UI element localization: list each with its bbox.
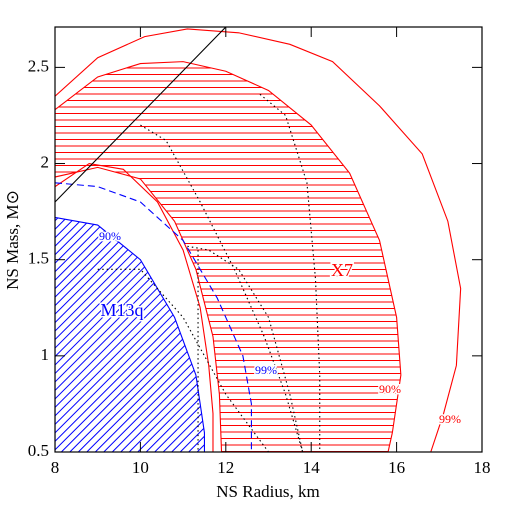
annotation: 99% <box>255 363 277 377</box>
curve <box>55 27 227 203</box>
plot-frame <box>54 26 483 453</box>
curve <box>97 268 269 452</box>
annotation: M13q <box>100 300 143 320</box>
x-tick-label: 8 <box>51 458 60 477</box>
y-tick-label: 1 <box>41 345 50 364</box>
x-tick-label: 10 <box>132 458 149 477</box>
contour-region <box>55 61 402 452</box>
curve <box>55 162 214 452</box>
curve <box>187 245 304 452</box>
curve <box>55 182 252 452</box>
annotation: X7 <box>331 260 353 280</box>
y-tick-label: 2 <box>41 152 50 171</box>
curve <box>55 28 462 452</box>
y-tick-label: 0.5 <box>28 441 49 460</box>
annotation: 99% <box>439 412 461 426</box>
x-tick-label: 12 <box>217 458 234 477</box>
curve <box>140 124 304 452</box>
plot-area <box>55 27 462 452</box>
x-tick-label: 14 <box>303 458 321 477</box>
contour-region <box>55 216 205 452</box>
annotation: 90% <box>99 229 121 243</box>
x-tick-label: 18 <box>474 458 491 477</box>
y-axis-label: NS Mass, M⊙ <box>3 190 22 290</box>
x-axis-label: NS Radius, km <box>216 482 319 501</box>
curve <box>259 93 321 452</box>
y-tick-label: 1.5 <box>28 249 49 268</box>
annotation: 90% <box>379 382 401 396</box>
x-tick-label: 16 <box>388 458 405 477</box>
y-tick-label: 2.5 <box>28 56 49 75</box>
